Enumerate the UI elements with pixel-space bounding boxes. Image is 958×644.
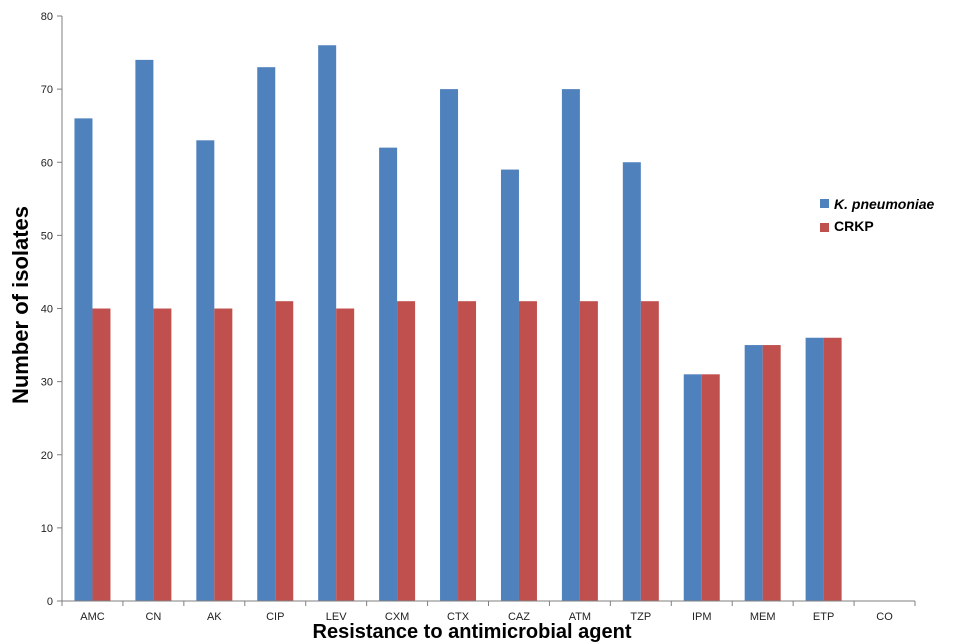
bar-crkp-etp (823, 337, 842, 601)
y-tick-label: 40 (41, 304, 53, 316)
bar-crkp-atm (579, 301, 598, 601)
y-tick-label: 0 (47, 596, 53, 608)
x-tick-label: AK (207, 611, 222, 623)
bar-crkp-ctx (458, 301, 477, 601)
x-tick-label: ATM (569, 611, 591, 623)
x-tick-label: IPM (692, 611, 712, 623)
bars-group (74, 45, 842, 601)
bar-crkp-cip (275, 301, 294, 601)
bar-k-pneumoniae-amc (74, 118, 93, 601)
x-tick-label: CXM (385, 611, 409, 623)
x-tick-label: CAZ (508, 611, 530, 623)
x-tick-label: MEM (750, 611, 776, 623)
bar-crkp-amc (92, 308, 111, 601)
x-tick-label: TZP (630, 611, 651, 623)
y-tick-label: 60 (41, 157, 53, 169)
bar-crkp-ipm (701, 374, 720, 601)
bar-k-pneumoniae-caz (500, 169, 519, 601)
bar-crkp-caz (518, 301, 537, 601)
bar-k-pneumoniae-lev (318, 45, 337, 601)
bar-crkp-ak (214, 308, 233, 601)
bar-k-pneumoniae-mem (744, 345, 763, 601)
x-axis-ticks: AMC CN AK CIP LEV CXM CTX CAZ ATM TZP IPM MEM ETP CO (61, 601, 916, 623)
legend: K. pneumoniae CRKP (820, 196, 935, 234)
y-tick-label: 50 (41, 230, 53, 242)
legend-label-crkp: CRKP (834, 218, 874, 234)
bar-k-pneumoniae-ctx (440, 89, 459, 601)
x-tick-label: ETP (813, 611, 834, 623)
bar-k-pneumoniae-atm (561, 89, 580, 601)
x-axis-title: Resistance to antimicrobial agent (313, 621, 632, 643)
bar-crkp-mem (762, 345, 781, 601)
legend-label-k-pneumoniae: K. pneumoniae (834, 196, 935, 212)
bar-crkp-cxm (397, 301, 416, 601)
x-tick-label: CIP (266, 611, 284, 623)
x-tick-label: CN (145, 611, 161, 623)
y-tick-label: 80 (41, 11, 53, 23)
y-tick-label: 20 (41, 450, 53, 462)
x-tick-label: AMC (80, 611, 105, 623)
bar-crkp-tzp (640, 301, 659, 601)
bar-k-pneumoniae-ak (196, 140, 215, 601)
y-tick-label: 10 (41, 523, 53, 535)
y-tick-label: 30 (41, 377, 53, 389)
x-tick-label: LEV (326, 611, 347, 623)
bar-crkp-cn (153, 308, 172, 601)
bar-crkp-lev (336, 308, 355, 601)
bar-k-pneumoniae-cn (135, 59, 154, 601)
bar-k-pneumoniae-ipm (683, 374, 702, 601)
bar-k-pneumoniae-tzp (622, 162, 641, 601)
bar-k-pneumoniae-etp (805, 337, 824, 601)
legend-swatch-k-pneumoniae (820, 199, 829, 208)
x-tick-label: CO (876, 611, 893, 623)
y-axis-title: Number of isolates (8, 206, 33, 404)
bar-k-pneumoniae-cip (257, 67, 276, 601)
bar-k-pneumoniae-cxm (379, 147, 398, 601)
y-axis-ticks: 0 10 20 30 40 50 60 70 80 (41, 11, 62, 608)
x-tick-label: CTX (447, 611, 470, 623)
legend-swatch-crkp (820, 223, 829, 232)
y-tick-label: 70 (41, 84, 53, 96)
